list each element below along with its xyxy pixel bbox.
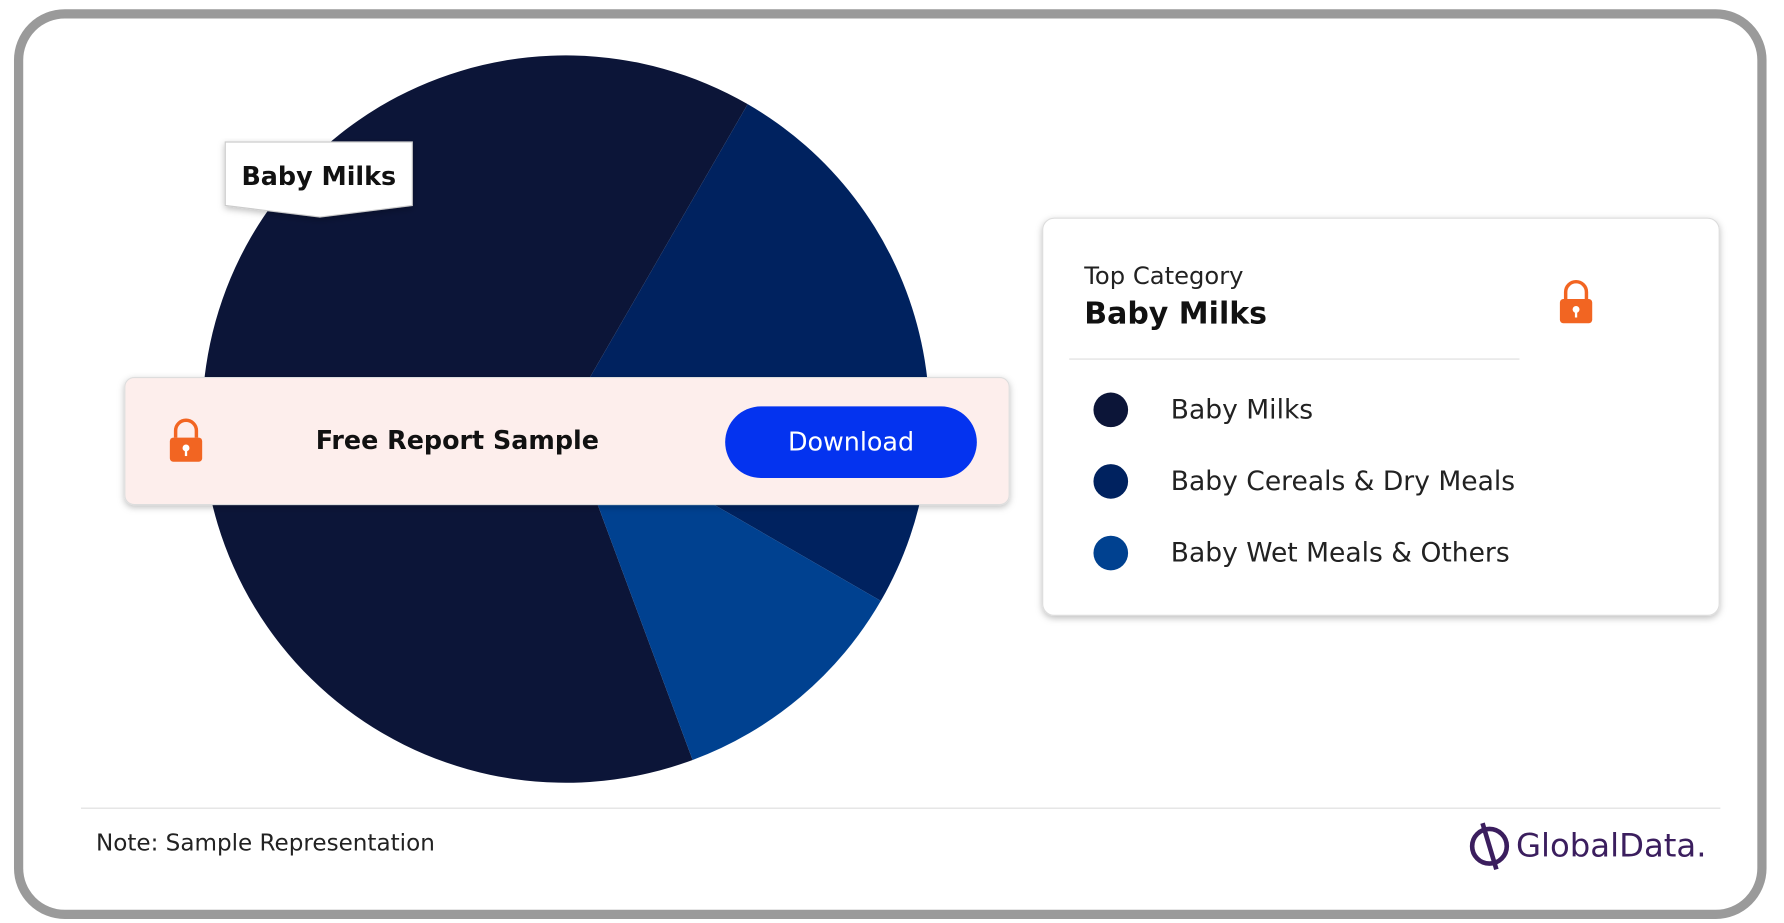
legend-swatch: [1093, 535, 1129, 571]
logo-icon: [1469, 822, 1510, 871]
legend-heading: Top Category: [1083, 261, 1243, 290]
legend-swatch: [1093, 392, 1129, 428]
callout-label: Baby Milks: [241, 161, 396, 191]
download-button[interactable]: [725, 406, 977, 478]
legend-card: Top Category Baby Milks Baby Milks Baby C…: [1042, 217, 1720, 616]
callout-box: [224, 141, 413, 218]
legend: Baby Milks Baby Cereals & Dry Meals Baby W…: [1093, 392, 1515, 571]
legend-swatch: [1093, 464, 1129, 499]
legend-label: Baby Wet Meals & Others: [1171, 538, 1510, 569]
legend-label: Baby Cereals & Dry Meals: [1171, 466, 1515, 497]
legend-box: [1042, 217, 1720, 616]
note: Note: Sample Representation: [96, 830, 435, 856]
banner-text: Free Report Sample: [316, 425, 599, 455]
top-category: Baby Milks: [1084, 297, 1267, 332]
banner: Free Report Sample Download: [124, 376, 1010, 506]
legend-label: Baby Milks: [1171, 395, 1313, 426]
lock-icon: [169, 418, 203, 462]
callout: Baby Milks: [224, 141, 413, 218]
lock-icon: [1559, 280, 1593, 324]
brand: GlobalData.: [1516, 826, 1707, 864]
download-label[interactable]: Download: [788, 426, 914, 456]
